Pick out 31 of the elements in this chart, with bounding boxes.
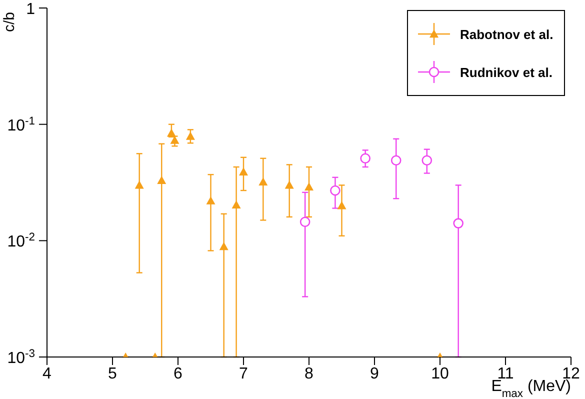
point <box>239 167 248 176</box>
x-tick-label: 5 <box>108 365 118 382</box>
x-tick-label: 7 <box>239 365 248 382</box>
point <box>422 155 432 166</box>
point <box>330 185 340 196</box>
x-tick-label: 6 <box>174 365 183 382</box>
point <box>186 132 195 140</box>
point <box>258 177 268 186</box>
point <box>284 180 294 189</box>
point <box>337 201 346 210</box>
x-tick-label: 8 <box>304 365 314 382</box>
point <box>134 180 144 189</box>
point <box>232 200 241 208</box>
x-tick-label: 11 <box>497 365 514 382</box>
point <box>453 218 464 228</box>
point <box>304 182 314 190</box>
x-tick-label: 9 <box>370 365 380 382</box>
point <box>219 242 228 250</box>
y-axis-title: c/b <box>1 12 18 32</box>
y-tick-label: 1 <box>26 1 36 18</box>
point <box>157 176 166 184</box>
legend-label: Rabotnov et al. <box>460 26 554 42</box>
x-tick-label: 4 <box>42 365 52 382</box>
y-tick-label: 10$^{-1}$ <box>7 115 35 134</box>
y-tick-label: 10$^{-2}$ <box>7 232 35 251</box>
x-tick-label: 10 <box>431 365 449 382</box>
y-tick-label: 10$^{-3}$ <box>7 348 35 367</box>
point <box>390 155 402 166</box>
point <box>360 153 370 164</box>
point <box>206 196 216 204</box>
legend-label: Rudnikov et al. <box>460 64 552 80</box>
